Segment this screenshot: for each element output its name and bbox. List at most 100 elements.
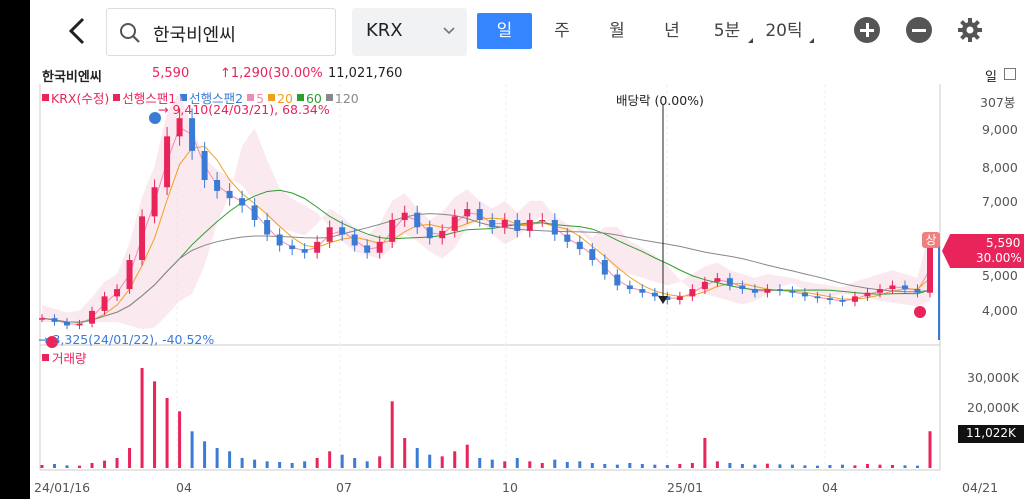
legend-text: 60 (305, 91, 322, 106)
candle-body (176, 118, 183, 137)
zoom-out-icon[interactable] (906, 17, 932, 43)
candle-body (401, 212, 408, 220)
current-price: 5,590 (152, 66, 190, 81)
candle-body (914, 289, 921, 293)
candle-body (739, 285, 746, 290)
volume-bar (478, 458, 482, 468)
legend-item: 선행스팬1 (113, 91, 178, 106)
date-tick: 04 (822, 480, 838, 495)
legend-item: 60 (296, 91, 324, 106)
volume-bar (503, 461, 507, 468)
candle-body (901, 285, 908, 290)
legend-item: 선행스팬2 (180, 91, 245, 106)
volume-bar (78, 465, 82, 468)
upper-limit-badge: 상 (922, 232, 940, 248)
volume-bar (640, 464, 644, 468)
dividend-arrow-icon (658, 296, 668, 304)
candle-body (251, 205, 258, 220)
volume-bar (803, 465, 807, 468)
price-tick: 5,000 (982, 268, 1018, 283)
volume-bar (603, 464, 607, 468)
market-select[interactable]: KRX (352, 8, 467, 56)
legend-swatch (325, 94, 333, 101)
candle-body (226, 190, 233, 199)
tab-week[interactable]: 주 (554, 21, 570, 41)
volume-bar (828, 465, 832, 468)
low-annotation: → 3,325(24/01/22), -40.52% (38, 332, 215, 347)
volume-bar (328, 451, 332, 468)
volume-bar (428, 454, 432, 468)
price-change: ↑1,290(30.00% (220, 66, 323, 81)
candle-body (114, 289, 121, 297)
date-tick: 04 (176, 480, 192, 495)
candle-body (927, 245, 933, 293)
date-tick: 07 (336, 480, 352, 495)
candle-body (139, 216, 146, 260)
candle-body (614, 274, 621, 286)
chevron-down-icon (443, 27, 455, 35)
zoom-in-icon[interactable] (854, 17, 880, 43)
tab-5min[interactable]: 5분 (707, 13, 753, 49)
candle-body (539, 220, 546, 222)
candle-body (426, 227, 433, 239)
candle-body (314, 241, 321, 253)
expand-icon[interactable] (1004, 68, 1016, 80)
market-selected-value: KRX (366, 20, 403, 41)
current-price-tag: 5,590 30.00% (942, 234, 1024, 268)
volume-tick: 20,000K (967, 400, 1019, 415)
volume-bar (153, 381, 157, 468)
price-tick: 7,000 (982, 194, 1018, 209)
candle-body (51, 318, 58, 322)
candle-body (239, 198, 246, 206)
price-chart[interactable] (30, 0, 1024, 499)
volume-bar (840, 464, 844, 468)
volume-bar (65, 465, 69, 468)
candle-body (814, 296, 821, 299)
candle-body (189, 118, 196, 151)
ma-line-120 (41, 213, 931, 323)
tab-20tick[interactable]: 20틱 (760, 13, 814, 49)
tab-month[interactable]: 월 (609, 21, 625, 41)
candle-body (339, 227, 346, 235)
candle-body (364, 245, 371, 253)
legend-item: KRX(수정) (42, 91, 111, 106)
candle-body (689, 289, 696, 297)
date-tick: 25/01 (667, 480, 704, 495)
candle-body (39, 318, 45, 320)
volume-bar (890, 465, 894, 468)
volume-bar (178, 411, 182, 468)
candle-body (126, 260, 133, 290)
candle-body (376, 241, 383, 253)
volume-bar (278, 462, 282, 468)
candle-body (289, 245, 296, 250)
date-tick: 24/01/16 (34, 480, 91, 495)
tab-day[interactable]: 일 (477, 13, 532, 49)
back-arrow-icon[interactable] (66, 16, 90, 46)
tab-5min-label: 5분 (713, 21, 741, 41)
volume-tick: 30,000K (967, 370, 1019, 385)
volume-bar (40, 465, 44, 468)
app-screen: 한국비엔씨 KRX 일 주 월 년 5분 20틱 한국비엔씨 5,590 ↑1,… (30, 0, 1024, 499)
candle-body (876, 289, 883, 293)
current-volume-value: 11,022K (966, 426, 1016, 440)
volume-bar (790, 464, 794, 468)
settings-gear-icon[interactable] (956, 16, 984, 44)
stock-name: 한국비엔씨 (42, 70, 102, 85)
volume-bar (203, 441, 207, 468)
volume-bar (128, 448, 132, 468)
current-volume-tag: 11,022K (958, 425, 1024, 443)
candle-body (626, 285, 633, 290)
candle-body (639, 289, 646, 293)
tab-year[interactable]: 년 (664, 21, 680, 41)
volume-bar (590, 463, 594, 468)
stock-search-field[interactable]: 한국비엔씨 (106, 8, 336, 56)
tab-20tick-label: 20틱 (765, 21, 803, 41)
candle-body (776, 289, 783, 291)
volume-bar (703, 438, 707, 468)
volume-bar (340, 454, 344, 468)
candle-body (476, 209, 483, 220)
legend-text: 20 (277, 91, 293, 106)
volume-bar (540, 463, 544, 468)
volume-bar (465, 444, 469, 468)
candle-body (864, 292, 871, 297)
